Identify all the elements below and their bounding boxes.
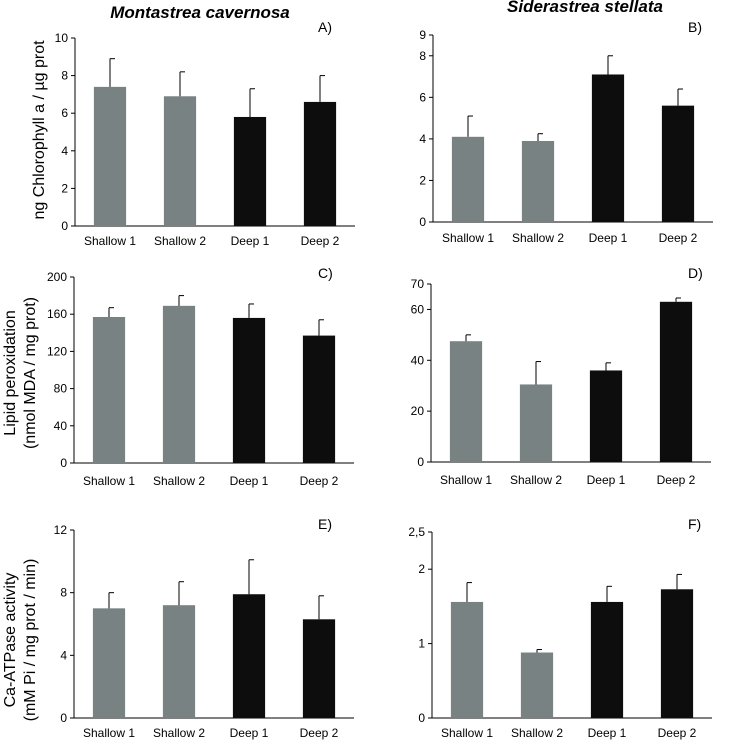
panel-f-ytick-label: 2,5: [408, 525, 425, 539]
panel-c-bar: [302, 335, 336, 463]
panel-c-category-label: Deep 2: [300, 474, 339, 488]
panel-f-bar: [660, 589, 694, 718]
panel-f-label: F): [688, 516, 701, 532]
panel-b-bar: [661, 105, 695, 222]
panel-c-ytick-label: 200: [47, 270, 67, 284]
panel-b-label: B): [688, 19, 702, 35]
panel-e-category-label: Shallow 1: [83, 726, 135, 740]
panel-b-bar: [451, 136, 485, 222]
panel-e-bar: [232, 594, 266, 718]
panel-c-ytick-label: 80: [54, 382, 68, 396]
panel-a-ytick-label: 2: [61, 181, 68, 195]
panel-a-bar: [163, 96, 197, 226]
panel-b-category-label: Deep 1: [589, 231, 628, 245]
panel-d-bar: [449, 341, 483, 462]
panel-f-ytick-label: 0: [418, 711, 425, 725]
panel-d-ytick-label: 40: [411, 353, 425, 367]
panel-f-category-label: Shallow 1: [441, 726, 493, 740]
panel-c-bar: [232, 317, 266, 463]
panel-e-ytick-label: 0: [60, 711, 67, 725]
panel-b-bar: [521, 140, 555, 222]
panel-c-category-label: Deep 1: [230, 474, 269, 488]
panel-d-ytick-label: 20: [411, 404, 425, 418]
panel-d-ytick-label: 70: [411, 277, 425, 291]
ylabel-lipid-line1: Lipid peroxidation: [2, 310, 19, 435]
column-title-right: Siderastrea stellata: [507, 0, 663, 16]
panel-b-ytick-label: 6: [419, 90, 426, 104]
panel-e-label: E): [318, 516, 332, 532]
panel-f-category-label: Deep 1: [588, 726, 627, 740]
panel-f-category-label: Deep 2: [658, 726, 697, 740]
panel-d-bar: [659, 301, 693, 462]
panel-c-category-label: Shallow 1: [83, 474, 135, 488]
panel-b-ytick-label: 9: [419, 28, 426, 42]
panel-a-category-label: Shallow 1: [84, 234, 136, 248]
column-title-left: Montastrea cavernosa: [110, 3, 290, 22]
panel-a-ytick-label: 10: [55, 31, 69, 45]
panel-a-ytick-label: 4: [61, 144, 68, 158]
panel-f-bar: [520, 652, 554, 718]
panel-a-label: A): [318, 19, 332, 35]
panel-e-ytick-label: 12: [54, 523, 68, 537]
panel-a-bar: [93, 86, 127, 226]
panel-a-ytick-label: 6: [61, 106, 68, 120]
panel-e-bar: [162, 605, 196, 718]
panel-a-bar: [303, 101, 337, 226]
panel-c-bar: [162, 305, 196, 463]
panel-c-category-label: Shallow 2: [153, 474, 205, 488]
panel-d-category-label: Shallow 2: [510, 473, 562, 487]
panel-d-category-label: Shallow 1: [440, 473, 492, 487]
panel-f-bar: [450, 601, 484, 718]
ylabel-caatpase-line1: Ca-ATPase activity: [2, 573, 19, 708]
panel-f-ytick-label: 2: [418, 562, 425, 576]
panel-d-bar: [589, 370, 623, 462]
panel-e-ytick-label: 8: [60, 586, 67, 600]
panel-a-category-label: Deep 2: [301, 234, 340, 248]
panel-c-ytick-label: 40: [54, 419, 68, 433]
panel-e-category-label: Deep 2: [300, 726, 339, 740]
panel-d-ytick-label: 60: [411, 302, 425, 316]
panel-c-label: C): [318, 265, 333, 281]
ylabel-lipid-line2: (nmol MDA / mg prot): [22, 297, 39, 449]
panel-b-ytick-label: 0: [419, 215, 426, 229]
panel-c-ytick-label: 160: [47, 307, 67, 321]
panel-c-bar: [92, 316, 126, 463]
panel-e-category-label: Shallow 2: [153, 726, 205, 740]
panel-f-ytick-label: 1: [418, 637, 425, 651]
panel-b-ytick-label: 4: [419, 132, 426, 146]
panel-a-ytick-label: 8: [61, 69, 68, 83]
panel-c-ytick-label: 0: [60, 456, 67, 470]
ylabel-chlorophyll: ng Chlorophyll a / µg prot: [31, 40, 48, 220]
panel-e-bar: [302, 619, 336, 718]
panel-c-ytick-label: 120: [47, 344, 67, 358]
panel-b-ytick-label: 2: [419, 173, 426, 187]
panel-b-category-label: Shallow 2: [512, 231, 564, 245]
panel-f-category-label: Shallow 2: [511, 726, 563, 740]
panel-d-category-label: Deep 2: [657, 473, 696, 487]
panel-f-bar: [590, 601, 624, 718]
panel-a-category-label: Deep 1: [231, 234, 270, 248]
panel-b-category-label: Deep 2: [659, 231, 698, 245]
panel-b-bar: [591, 74, 625, 222]
panel-d-label: D): [688, 265, 703, 281]
ylabel-caatpase-line2: (mM Pi / mg prot / min): [22, 559, 39, 722]
panel-b-category-label: Shallow 1: [442, 231, 494, 245]
panel-e-category-label: Deep 1: [230, 726, 269, 740]
panel-a-ytick-label: 0: [61, 219, 68, 233]
panel-e-ytick-label: 4: [60, 648, 67, 662]
panel-a-bar: [233, 116, 267, 226]
panel-a-category-label: Shallow 2: [154, 234, 206, 248]
panel-e-bar: [92, 608, 126, 718]
panel-b-ytick-label: 8: [419, 49, 426, 63]
panel-d-ytick-label: 0: [417, 455, 424, 469]
panel-d-bar: [519, 384, 553, 462]
panel-d-category-label: Deep 1: [587, 473, 626, 487]
